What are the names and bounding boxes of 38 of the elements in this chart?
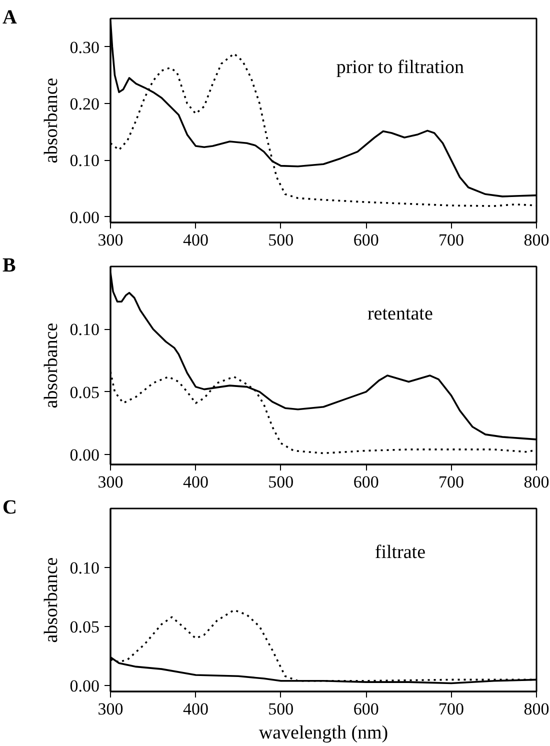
x-tick-label: 400 — [182, 472, 208, 492]
y-tick-label: 0.05 — [70, 618, 100, 637]
x-tick-label: 600 — [353, 700, 379, 718]
x-tick-label: 800 — [524, 230, 550, 250]
x-tick-label: 800 — [524, 472, 550, 492]
x-tick-label: 300 — [98, 230, 124, 250]
y-tick-label: 0.10 — [70, 558, 100, 578]
x-tick-label: 700 — [438, 472, 464, 492]
x-tick-label: 500 — [268, 700, 294, 718]
chart-title: C — [2, 496, 17, 518]
y-tick-label: 0.00 — [70, 208, 100, 227]
x-tick-label: 700 — [438, 230, 464, 250]
y-tick-label: 0.05 — [70, 382, 100, 402]
y-axis-title: absorbance — [40, 322, 62, 408]
x-tick-label: 500 — [268, 230, 294, 250]
annotation: prior to filtration — [336, 56, 465, 78]
chart-title: B — [2, 254, 16, 276]
annotation: retentate — [367, 304, 433, 325]
y-tick-label: 0.00 — [70, 676, 100, 696]
x-tick-label: 800 — [524, 700, 550, 718]
annotation: filtrate — [374, 542, 426, 563]
x-tick-label: 300 — [98, 472, 124, 492]
x-tick-label: 500 — [268, 472, 294, 492]
y-tick-label: 0.10 — [70, 151, 100, 170]
y-tick-label: 0.00 — [70, 445, 100, 464]
y-tick-label: 0.20 — [70, 94, 100, 114]
x-tick-label: 400 — [182, 700, 208, 718]
x-tick-label: 700 — [438, 700, 464, 718]
x-tick-label: 600 — [353, 230, 379, 250]
x-tick-label: 600 — [353, 472, 379, 492]
y-axis-title: absorbance — [40, 78, 62, 164]
x-tick-label: 300 — [98, 700, 124, 718]
chart-title: A — [2, 6, 18, 28]
y-tick-label: 0.30 — [70, 38, 100, 57]
x-tick-label: 400 — [182, 230, 208, 250]
y-tick-label: 0.10 — [70, 320, 100, 340]
y-axis-title: absorbance — [40, 557, 62, 643]
x-axis-title: wavelength (nm) — [258, 722, 388, 744]
